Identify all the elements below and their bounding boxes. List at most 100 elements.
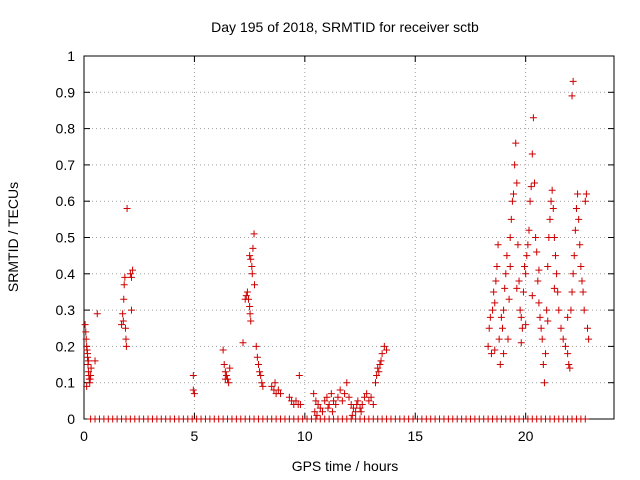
data-point	[487, 350, 495, 358]
data-point	[490, 288, 498, 296]
data-point	[512, 139, 520, 147]
data-point	[310, 390, 318, 398]
data-point	[81, 321, 89, 329]
data-point	[190, 390, 198, 398]
data-point	[247, 255, 255, 263]
data-point	[239, 339, 247, 347]
data-point	[486, 313, 494, 321]
data-point	[557, 324, 565, 332]
data-point	[518, 324, 526, 332]
x-tick-label: 20	[518, 428, 534, 444]
data-point	[246, 302, 254, 310]
data-point	[571, 226, 579, 234]
y-tick-label: 0.9	[56, 84, 76, 100]
data-point	[323, 393, 331, 401]
data-point	[570, 252, 578, 260]
data-point	[248, 270, 256, 278]
data-point	[524, 241, 532, 249]
data-point	[126, 270, 134, 278]
data-point	[522, 270, 530, 278]
data-point	[522, 321, 530, 329]
chart-title: Day 195 of 2018, SRMTID for receiver sct…	[211, 19, 479, 35]
x-tick-label: 15	[407, 428, 423, 444]
data-point	[87, 364, 95, 372]
data-point	[585, 335, 593, 343]
data-point	[498, 324, 506, 332]
y-tick-label: 0.3	[56, 302, 76, 318]
y-tick-label: 0.7	[56, 157, 76, 173]
data-point	[527, 183, 535, 191]
data-point	[274, 386, 282, 394]
data-point	[535, 266, 543, 274]
data-point	[250, 230, 258, 238]
data-point	[526, 197, 534, 205]
data-point	[554, 288, 562, 296]
data-point	[555, 306, 563, 314]
data-point	[519, 288, 527, 296]
data-point	[517, 339, 525, 347]
data-point	[259, 382, 267, 390]
data-point	[119, 310, 127, 318]
data-point	[93, 310, 101, 318]
data-point	[550, 234, 558, 241]
data-point	[292, 397, 300, 405]
data-point	[91, 357, 99, 365]
data-point	[505, 295, 513, 303]
data-point	[577, 263, 585, 271]
data-point	[127, 306, 135, 314]
data-point	[540, 379, 548, 387]
data-point	[242, 292, 250, 300]
x-tick-label: 0	[80, 428, 88, 444]
y-tick-label: 1	[67, 48, 75, 64]
data-point	[119, 317, 127, 325]
data-point	[357, 408, 365, 416]
data-point	[247, 317, 255, 325]
data-point	[561, 342, 569, 350]
data-point	[221, 375, 229, 383]
data-point	[220, 361, 228, 369]
data-point	[122, 324, 130, 332]
y-tick-label: 0	[67, 411, 75, 427]
data-point	[277, 390, 285, 398]
data-point	[121, 273, 129, 281]
data-point	[341, 390, 349, 398]
data-point	[257, 371, 265, 379]
data-point	[246, 252, 254, 260]
data-point	[579, 288, 587, 296]
data-point	[343, 379, 351, 387]
data-point	[500, 306, 508, 314]
data-point	[511, 161, 519, 169]
data-point	[566, 364, 574, 372]
data-point	[338, 397, 346, 405]
data-point	[365, 397, 373, 405]
data-point	[532, 234, 540, 241]
data-point	[219, 346, 227, 354]
data-point	[324, 404, 332, 412]
data-point	[493, 263, 501, 271]
data-point	[312, 397, 320, 405]
data-point	[513, 284, 521, 292]
data-point	[525, 226, 533, 234]
data-point	[529, 114, 537, 122]
data-point	[118, 321, 126, 329]
data-point	[252, 342, 260, 350]
data-point	[489, 306, 497, 314]
data-point	[503, 252, 511, 260]
data-point	[504, 335, 512, 343]
y-tick-label: 0.6	[56, 193, 76, 209]
y-tick-label: 0.2	[56, 338, 76, 354]
data-point	[222, 371, 230, 379]
data-point	[360, 393, 368, 401]
data-point	[510, 190, 518, 198]
data-point	[551, 252, 559, 260]
data-point	[378, 350, 386, 358]
data-point	[82, 328, 90, 336]
data-point	[497, 313, 505, 321]
y-tick-label: 0.8	[56, 121, 76, 137]
data-point	[543, 306, 551, 314]
x-tick-label: 5	[191, 428, 199, 444]
data-point	[84, 350, 92, 358]
data-point	[491, 346, 499, 354]
data-point	[313, 411, 321, 419]
data-point	[515, 277, 523, 285]
